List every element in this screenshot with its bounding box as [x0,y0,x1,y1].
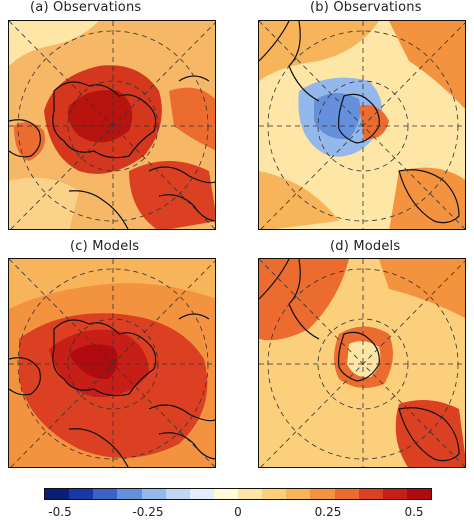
colorbar-tick-0-25: 0.25 [314,505,342,519]
map-d-region-hot-se [395,400,465,467]
colorbar-segment-4 [141,489,166,499]
map-d-graticule [259,259,465,467]
colorbar-segment-10 [286,489,311,499]
colorbar-segment-9 [262,489,287,499]
map-b-region-warm-center [359,105,389,140]
map-b-svg [259,21,465,229]
panel-title-a: (a) Observations [30,0,142,15]
colorbar-segment-8 [238,489,263,499]
map-panel-c [8,258,216,468]
panel-title-c: (c) Models [70,239,140,254]
colorbar-segment-1 [69,489,94,499]
map-c-region-warm-n [9,259,215,309]
map-b-region-warm-ne [389,21,465,109]
colorbar-segment-7 [213,489,238,499]
colorbar [44,488,432,500]
map-a-graticule [9,21,215,229]
colorbar-tick-0-5: 0.5 [404,505,424,519]
colorbar-segment-0 [45,489,70,499]
map-a-region-hot-core [67,90,133,143]
map-d-region-warm-nw [259,259,349,341]
map-d-region-warm-ne [379,259,465,318]
map-a-svg [9,21,215,229]
colorbar-tick-0: 0 [234,505,242,519]
map-d-svg [259,259,465,467]
map-c-graticule [9,259,215,467]
colorbar-segment-2 [93,489,118,499]
colorbar-segment-5 [165,489,190,499]
panel-title-d: (d) Models [330,239,401,254]
map-d-region-light-center [347,341,381,378]
colorbar-tick-neg-0-5: -0.5 [48,505,72,519]
colorbar-segment-12 [334,489,359,499]
map-a-region-light-sw [9,177,79,229]
panel-title-b: (b) Observations [310,0,422,15]
map-b-graticule [259,21,465,229]
map-c-region-hottest [69,344,118,380]
colorbar-segment-3 [117,489,142,499]
colorbar-segment-14 [382,489,407,499]
colorbar-segment-6 [189,489,214,499]
map-panel-d [258,258,466,468]
colorbar-segment-13 [358,489,383,499]
colorbar-segment-15 [406,489,431,499]
map-c-svg [9,259,215,467]
colorbar-segment-11 [310,489,335,499]
map-a-region-warm-ne [169,87,215,151]
map-b-region-warm-sw [259,171,339,229]
colorbar-tick-neg-0-25: -0.25 [132,505,164,519]
map-a-region-light-nw [9,21,99,66]
map-b-region-cold [314,92,361,140]
map-panel-a [8,20,216,230]
map-panel-b [258,20,466,230]
